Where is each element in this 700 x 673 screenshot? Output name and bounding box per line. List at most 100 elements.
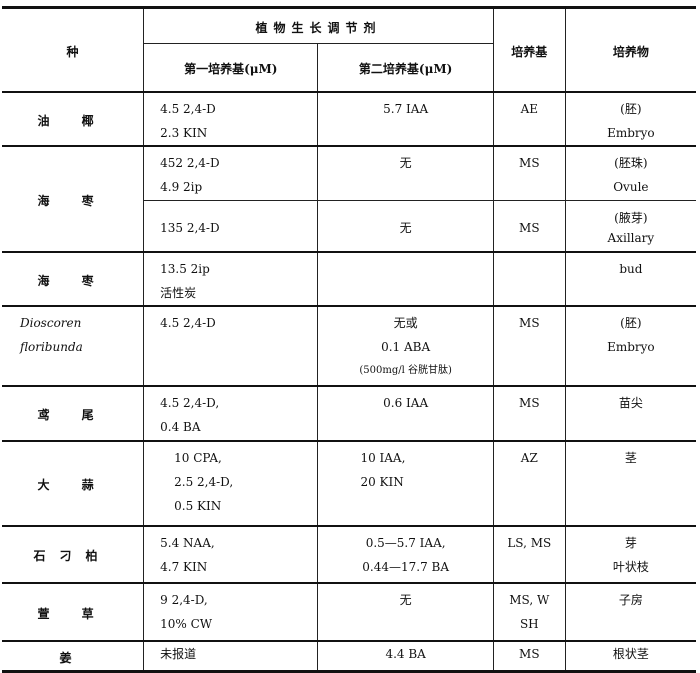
first-line: 13.5 2ip bbox=[160, 261, 210, 276]
medium-cell: MS bbox=[492, 200, 566, 252]
explant-cell: 茎 bbox=[564, 440, 696, 526]
explant-line: Axillary bbox=[607, 230, 655, 245]
explant-cell: 苗尖 bbox=[564, 385, 696, 441]
header-species: 种 bbox=[2, 7, 145, 92]
table-row: 萱 草 9 2,4-D, 10% CW 无 MS, W SH 子房 bbox=[2, 582, 696, 641]
explant-line: 芽 bbox=[624, 535, 637, 550]
medium-line: MS bbox=[519, 315, 540, 330]
first-cell: 4.5 2,4-D 2.3 KIN bbox=[143, 91, 319, 146]
species-cell: 姜 bbox=[2, 640, 145, 672]
medium-cell: MS bbox=[492, 385, 566, 441]
explant-line: Embryo bbox=[607, 339, 655, 354]
species-cell: 石刁柏 bbox=[2, 525, 145, 583]
second-line: (500mg/l 谷胱甘肽) bbox=[359, 364, 452, 376]
second-line: 4.4 BA bbox=[385, 646, 426, 661]
first-cell: 135 2,4-D bbox=[143, 200, 319, 252]
header-medium: 培养基 bbox=[492, 7, 566, 92]
second-line: 10 IAA, bbox=[360, 450, 406, 465]
second-cell bbox=[317, 251, 494, 306]
table-row: 海 枣 13.5 2ip 活性炭 bud bbox=[2, 251, 696, 306]
explant-line: 叶状枝 bbox=[612, 559, 649, 574]
first-line: 4.5 2,4-D bbox=[160, 101, 216, 116]
table-row: 姜未报道 4.4 BA MS 根状茎 bbox=[2, 640, 696, 672]
first-line: 0.4 BA bbox=[160, 419, 201, 434]
first-cell: 10 CPA, 2.5 2,4-D, 0.5 KIN bbox=[143, 440, 319, 526]
second-line: 0.6 IAA bbox=[383, 395, 429, 410]
medium-line: MS bbox=[519, 155, 540, 170]
second-cell: 无 bbox=[317, 582, 494, 641]
table-row: 油 椰 4.5 2,4-D 2.3 KIN 5.7 IAA AE (胚) Embryo bbox=[2, 91, 696, 146]
table-row: 石刁柏 5.4 NAA, 4.7 KIN 0.5—5.7 IAA, 0.44—17.7 … bbox=[2, 525, 696, 583]
explant-cell: (腋芽) Axillary bbox=[564, 200, 696, 252]
second-cell: 4.4 BA bbox=[317, 640, 494, 672]
medium-line: MS bbox=[519, 395, 540, 410]
medium-line: MS bbox=[519, 220, 540, 235]
table-row: 大 蒜 10 CPA, 2.5 2,4-D, 0.5 KIN 10 IAA, 20 KIN… bbox=[2, 440, 696, 526]
second-line: 0.1 ABA bbox=[381, 339, 431, 354]
medium-line: SH bbox=[519, 616, 539, 631]
explant-cell: 芽叶状枝 bbox=[564, 525, 696, 583]
first-line: 9 2,4-D, bbox=[160, 592, 208, 607]
species-cell: 大 蒜 bbox=[2, 440, 145, 526]
medium-line: MS bbox=[519, 646, 540, 661]
explant-cell: bud bbox=[564, 251, 696, 306]
species-cell: 油 椰 bbox=[2, 91, 145, 146]
explant-cell: 子房 bbox=[564, 582, 696, 641]
first-line: 未报道 bbox=[160, 646, 197, 661]
medium-cell: MS bbox=[492, 305, 566, 386]
explant-line: Ovule bbox=[613, 179, 649, 194]
first-cell: 13.5 2ip 活性炭 bbox=[143, 251, 319, 306]
medium-line: MS, W bbox=[509, 592, 550, 607]
header-regulators: 植物生长调节剂 bbox=[143, 7, 494, 44]
first-line: 4.9 2ip bbox=[160, 179, 203, 194]
species-name: Dioscoren bbox=[20, 315, 82, 330]
explant-cell: (胚) Embryo bbox=[564, 305, 696, 386]
second-line: 无 bbox=[399, 220, 412, 235]
second-line: 5.7 IAA bbox=[383, 101, 429, 116]
first-cell: 5.4 NAA, 4.7 KIN bbox=[143, 525, 319, 583]
header-first-medium: 第一培养基(μM) bbox=[143, 43, 319, 92]
medium-cell: LS, MS bbox=[492, 525, 566, 583]
first-line: 2.5 2,4-D, bbox=[174, 474, 234, 489]
header-explant: 培养物 bbox=[564, 7, 696, 92]
second-line: 无 bbox=[399, 155, 412, 170]
first-line: 4.7 KIN bbox=[160, 559, 208, 574]
header-second-medium: 第二培养基(μM) bbox=[317, 43, 494, 92]
first-line: 2.3 KIN bbox=[160, 125, 208, 140]
table-row: 鸢 尾 4.5 2,4-D, 0.4 BA 0.6 IAA MS 苗尖 bbox=[2, 385, 696, 441]
first-line: 4.5 2,4-D bbox=[160, 315, 216, 330]
second-cell: 0.5—5.7 IAA, 0.44—17.7 BA bbox=[317, 525, 494, 583]
second-cell: 无 bbox=[317, 145, 494, 201]
explant-line: bud bbox=[619, 261, 643, 276]
medium-line: AZ bbox=[520, 450, 538, 465]
explant-cell: 根状茎 bbox=[564, 640, 696, 672]
explant-line: 苗尖 bbox=[618, 395, 643, 410]
explant-line: 子房 bbox=[618, 592, 643, 607]
explant-line: 茎 bbox=[624, 450, 637, 465]
medium-cell: MS bbox=[492, 145, 566, 201]
first-line: 135 2,4-D bbox=[160, 220, 220, 235]
second-cell: 0.6 IAA bbox=[317, 385, 494, 441]
species-cell: 萱 草 bbox=[2, 582, 145, 641]
medium-cell: MS bbox=[492, 640, 566, 672]
table-row: Dioscoren floribunda 4.5 2,4-D 无或 0.1 ABA (50… bbox=[2, 305, 696, 386]
first-cell: 4.5 2,4-D bbox=[143, 305, 319, 386]
medium-cell: MS, W SH bbox=[492, 582, 566, 641]
medium-line: LS, MS bbox=[507, 535, 552, 550]
explant-line: 根状茎 bbox=[612, 646, 649, 661]
explant-cell: (胚珠) Ovule bbox=[564, 145, 696, 201]
second-line: 0.5—5.7 IAA, bbox=[365, 535, 446, 550]
species-cell: 鸢 尾 bbox=[2, 385, 145, 441]
second-cell: 无或 0.1 ABA (500mg/l 谷胱甘肽) bbox=[317, 305, 494, 386]
explant-line: (腋芽) bbox=[614, 210, 648, 225]
second-line: 无 bbox=[399, 592, 412, 607]
explant-cell: (胚) Embryo bbox=[564, 91, 696, 146]
first-line: 5.4 NAA, bbox=[160, 535, 215, 550]
explant-line: (胚) bbox=[620, 315, 642, 330]
second-line: 0.44—17.7 BA bbox=[362, 559, 450, 574]
second-cell: 无 bbox=[317, 200, 494, 252]
medium-cell: AE bbox=[492, 91, 566, 146]
medium-cell bbox=[492, 251, 566, 306]
species-cell: Dioscoren floribunda bbox=[2, 305, 145, 386]
first-cell: 9 2,4-D, 10% CW bbox=[143, 582, 319, 641]
